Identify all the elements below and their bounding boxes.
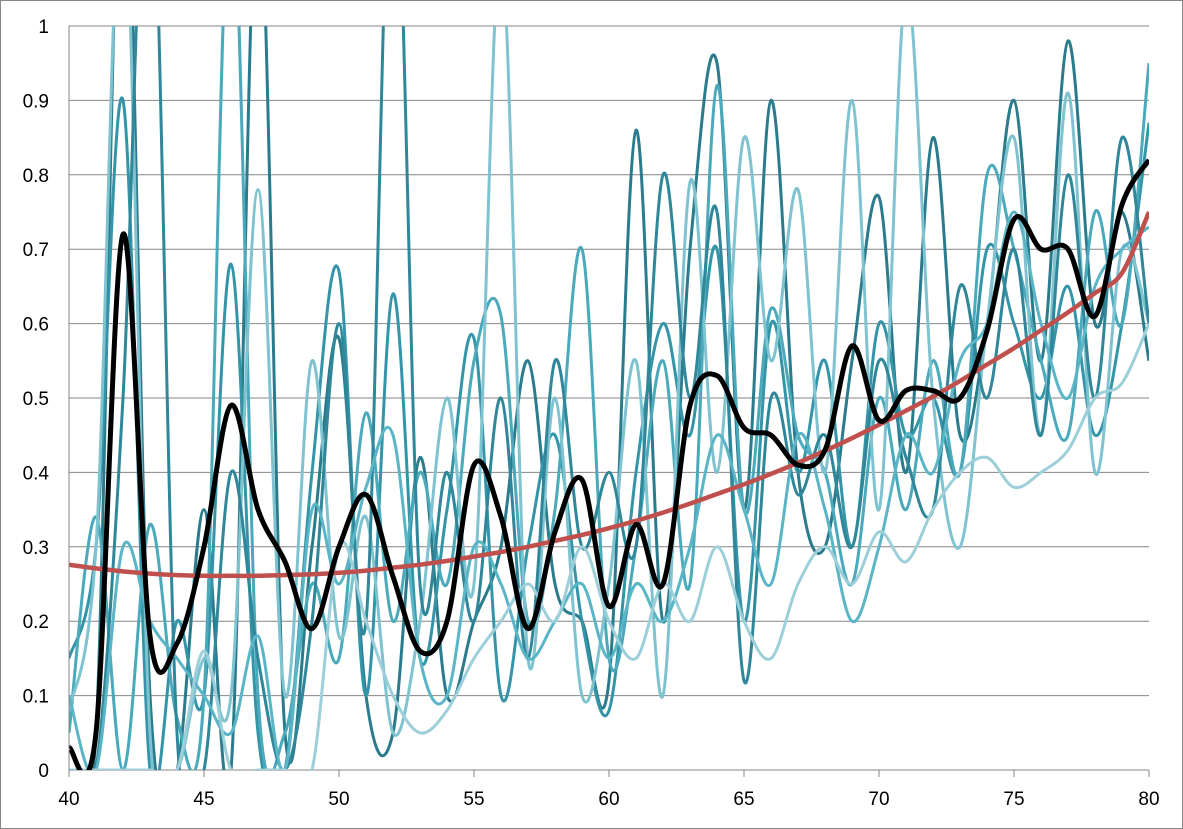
x-tick-label: 75: [1003, 789, 1024, 810]
y-tick-label: 0.5: [23, 389, 49, 410]
x-tick-label: 50: [328, 789, 349, 810]
y-tick-label: 1: [38, 17, 49, 38]
y-tick-label: 0.8: [23, 166, 49, 187]
background-series-line-7: [69, 322, 1149, 770]
background-series-line-6: [69, 210, 1149, 770]
average-series-line: [69, 158, 1149, 770]
x-tick-label: 80: [1138, 789, 1159, 810]
background-series-line-5: [69, 26, 1149, 770]
x-tick-label: 45: [193, 789, 214, 810]
y-tick-label: 0.3: [23, 538, 49, 559]
x-tick-label: 40: [58, 789, 79, 810]
average-series-group: [69, 158, 1149, 770]
x-tick-label: 55: [463, 789, 484, 810]
y-tick-label: 0.4: [23, 463, 50, 484]
y-tick-label: 0.9: [23, 91, 49, 112]
axes: 0 0.1 0.2 0.3 0.4 0.5 0.6 0.7 0.8 0.9 1 40 45 50 55 60 6…: [23, 17, 1160, 810]
y-tick-label: 0.2: [23, 612, 49, 633]
background-series-line-3: [69, 26, 1149, 770]
background-series-group: [69, 26, 1149, 770]
x-tick-label: 70: [868, 789, 889, 810]
x-tick-label: 60: [598, 789, 619, 810]
y-tick-label: 0: [38, 761, 49, 782]
y-tick-label: 0.7: [23, 240, 49, 261]
y-tick-label: 0.6: [23, 315, 49, 336]
y-tick-label: 0.1: [23, 687, 49, 708]
x-tick-label: 65: [733, 789, 754, 810]
